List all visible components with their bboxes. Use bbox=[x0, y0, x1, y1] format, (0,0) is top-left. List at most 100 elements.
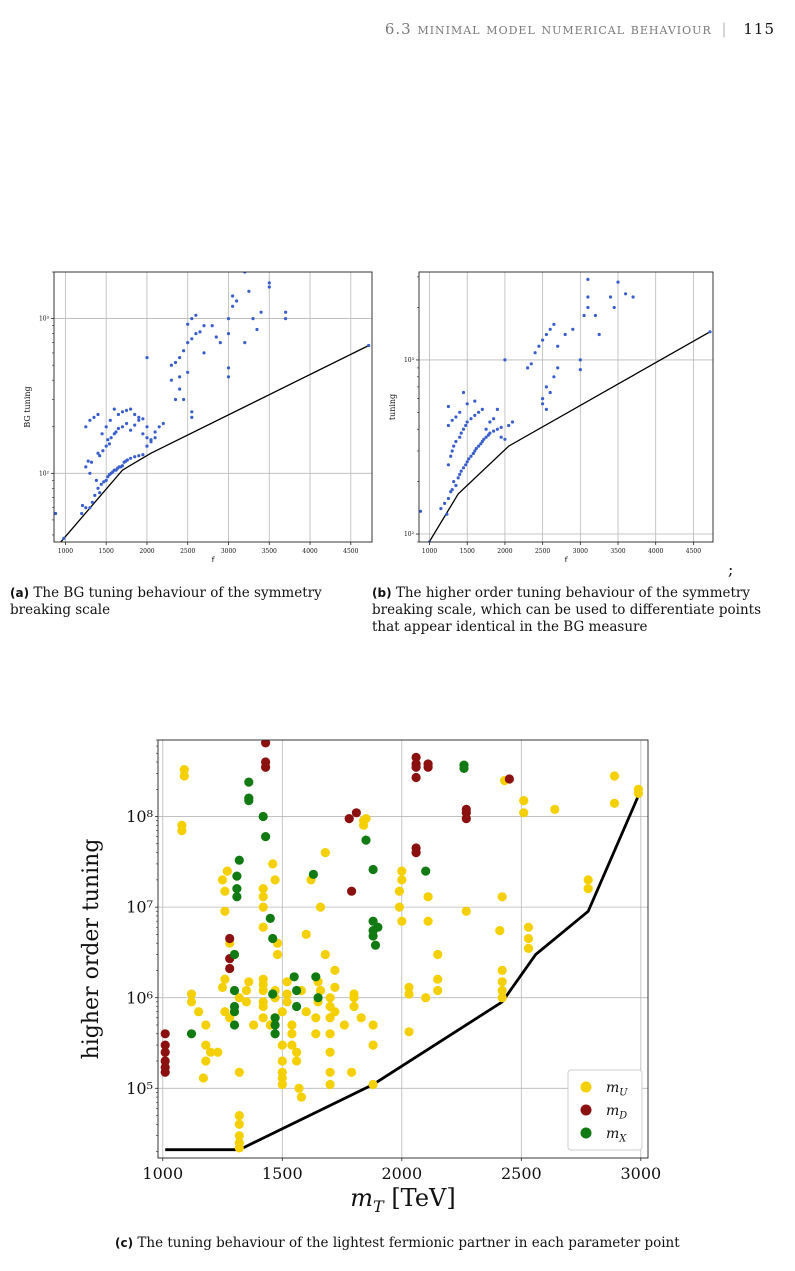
data-point bbox=[258, 979, 268, 990]
data-point bbox=[593, 313, 597, 318]
data-point bbox=[107, 442, 111, 446]
data-point bbox=[255, 327, 259, 332]
data-point bbox=[133, 455, 137, 459]
data-point bbox=[461, 390, 466, 395]
data-point bbox=[169, 378, 173, 382]
data-point bbox=[182, 349, 186, 353]
data-point bbox=[529, 362, 533, 366]
data-point bbox=[232, 871, 242, 881]
data-point bbox=[419, 509, 423, 513]
data-point bbox=[261, 832, 271, 842]
x-axis-label: f bbox=[212, 556, 216, 562]
data-point bbox=[194, 313, 198, 317]
data-point bbox=[631, 295, 635, 299]
data-point bbox=[495, 926, 505, 936]
data-point bbox=[499, 435, 503, 439]
data-point bbox=[93, 493, 97, 497]
y-tick-label: 10³ bbox=[404, 357, 415, 364]
legend-marker bbox=[580, 1081, 592, 1093]
data-point bbox=[86, 459, 90, 463]
data-point bbox=[169, 363, 173, 367]
data-point bbox=[277, 1073, 287, 1083]
data-point bbox=[467, 457, 471, 461]
data-point bbox=[459, 469, 463, 473]
data-point bbox=[101, 449, 105, 453]
data-point bbox=[552, 322, 556, 326]
data-point bbox=[394, 886, 404, 896]
data-point bbox=[556, 344, 560, 348]
data-point bbox=[194, 1007, 204, 1017]
data-point bbox=[504, 774, 514, 784]
data-point bbox=[270, 875, 280, 885]
data-point bbox=[404, 982, 414, 992]
data-point bbox=[133, 423, 137, 427]
data-point bbox=[452, 444, 456, 448]
data-point bbox=[201, 1056, 211, 1066]
data-point bbox=[116, 426, 120, 431]
data-point bbox=[550, 804, 560, 814]
data-point bbox=[586, 305, 590, 310]
data-point bbox=[450, 488, 454, 492]
data-point bbox=[108, 418, 112, 422]
data-point bbox=[145, 444, 149, 448]
data-point bbox=[552, 375, 556, 379]
data-point bbox=[541, 397, 545, 401]
data-point bbox=[510, 420, 515, 424]
x-tick-label: 1000 bbox=[142, 1164, 183, 1183]
data-point bbox=[556, 366, 560, 370]
x-tick-label: 2000 bbox=[381, 1164, 422, 1183]
chart-b: 1000 1500 2000 2500 3000 3500 4000 4500 10² 10³ f t… bbox=[388, 271, 714, 562]
data-point bbox=[62, 536, 66, 540]
data-point bbox=[258, 884, 268, 894]
data-point bbox=[88, 418, 92, 422]
data-point bbox=[479, 442, 483, 446]
data-point bbox=[161, 421, 165, 426]
data-point bbox=[277, 1056, 287, 1066]
data-point bbox=[287, 1029, 297, 1039]
data-point bbox=[190, 410, 194, 414]
data-point bbox=[89, 460, 94, 464]
data-point bbox=[446, 404, 450, 409]
data-point bbox=[571, 327, 575, 331]
boundary-line bbox=[59, 344, 369, 542]
y-tick-label: 10⁸ bbox=[126, 807, 153, 826]
data-point bbox=[474, 446, 478, 451]
data-point bbox=[301, 929, 311, 939]
x-tick-label: 2000 bbox=[139, 548, 154, 555]
data-point bbox=[461, 814, 471, 824]
data-point bbox=[461, 427, 466, 431]
data-point bbox=[186, 370, 190, 374]
data-point bbox=[222, 866, 232, 876]
x-tick-label: 3000 bbox=[573, 548, 588, 555]
data-point bbox=[459, 763, 469, 773]
chart-c: 1000 1500 2000 2500 3000 10⁵ 10⁶ 10⁷ 10⁸ mT [TeV]… bbox=[79, 739, 661, 1216]
data-point bbox=[497, 993, 507, 1003]
data-point bbox=[548, 390, 552, 395]
data-point bbox=[284, 317, 288, 321]
data-point bbox=[373, 922, 383, 932]
data-point bbox=[443, 501, 447, 505]
data-point bbox=[313, 993, 323, 1003]
data-point bbox=[234, 1143, 244, 1153]
data-point bbox=[120, 464, 125, 468]
data-point bbox=[495, 427, 499, 431]
y-tick-label: 10⁶ bbox=[126, 988, 153, 1007]
data-point bbox=[404, 1027, 414, 1037]
data-point bbox=[507, 423, 511, 428]
data-point bbox=[608, 295, 613, 299]
data-point bbox=[339, 1020, 349, 1030]
data-point bbox=[270, 1020, 280, 1030]
data-point bbox=[106, 438, 110, 442]
data-point bbox=[308, 869, 318, 879]
data-point bbox=[311, 1013, 321, 1023]
data-point bbox=[235, 299, 239, 303]
x-tick-label: 1500 bbox=[460, 548, 475, 555]
data-point bbox=[173, 360, 178, 365]
data-point bbox=[217, 875, 228, 885]
data-point bbox=[624, 292, 628, 296]
data-point bbox=[201, 1020, 211, 1030]
data-point bbox=[330, 1007, 340, 1017]
data-point bbox=[311, 972, 321, 982]
data-point bbox=[234, 855, 244, 865]
data-point bbox=[282, 997, 292, 1007]
